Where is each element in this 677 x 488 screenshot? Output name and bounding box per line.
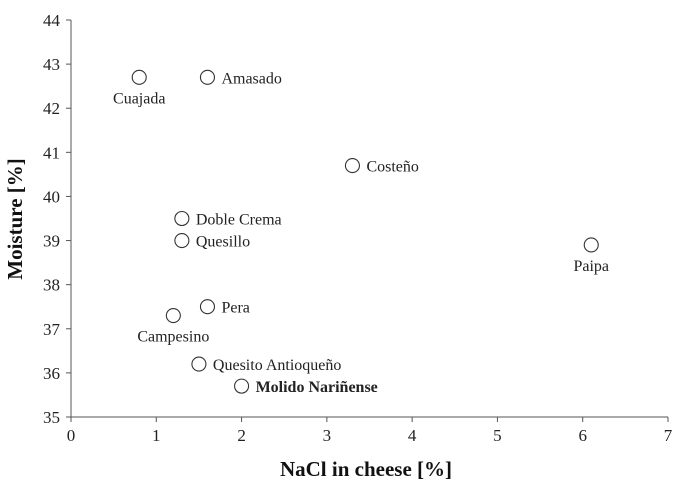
y-tick-label: 37 xyxy=(43,320,61,339)
data-point xyxy=(583,237,599,253)
x-tick-label: 1 xyxy=(152,426,161,445)
x-tick-label: 5 xyxy=(493,426,502,445)
point-label: Cuajada xyxy=(113,90,165,107)
y-ticks: 35 36 37 38 39 40 41 42 43 44 xyxy=(43,11,71,427)
x-tick-label: 7 xyxy=(664,426,673,445)
y-axis-title: Moisture [%] xyxy=(3,158,27,280)
axes xyxy=(70,20,668,418)
data-point xyxy=(199,69,216,85)
x-tick-label: 2 xyxy=(237,426,246,445)
y-tick-label: 40 xyxy=(43,187,60,206)
y-tick-label: 38 xyxy=(43,276,60,295)
y-tick-label: 39 xyxy=(43,232,60,251)
point-label: Quesito Antioqueño xyxy=(213,357,341,374)
data-point xyxy=(174,233,190,249)
x-tick-label: 0 xyxy=(67,426,76,445)
y-tick-label: 43 xyxy=(43,55,60,74)
x-tick-label: 6 xyxy=(578,426,587,445)
x-tick-label: 4 xyxy=(408,426,417,445)
data-point xyxy=(165,307,181,324)
y-tick-label: 35 xyxy=(43,408,60,427)
data-point xyxy=(344,158,360,174)
data-point xyxy=(174,210,190,227)
point-label: Quesillo xyxy=(196,234,250,251)
data-point xyxy=(191,356,207,372)
x-tick-label: 3 xyxy=(323,426,332,445)
x-axis-title: NaCl in cheese [%] xyxy=(280,457,452,481)
y-tick-label: 44 xyxy=(43,11,61,30)
data-point xyxy=(131,69,147,85)
point-label: Pera xyxy=(221,300,249,317)
y-tick-label: 36 xyxy=(43,364,60,383)
data-point xyxy=(199,299,216,315)
data-points xyxy=(131,69,599,394)
point-label: Campesino xyxy=(137,329,209,346)
point-label: Paipa xyxy=(573,258,609,275)
point-label: Molido Nariñense xyxy=(256,379,378,396)
point-label: Doble Crema xyxy=(196,212,282,229)
point-label: Costeño xyxy=(366,159,418,176)
y-tick-label: 42 xyxy=(43,99,60,118)
point-labels: Cuajada Amasado Costeño Doble Crema Quesillo… xyxy=(113,70,609,396)
y-tick-label: 41 xyxy=(43,143,60,162)
point-label: Amasado xyxy=(221,70,281,87)
data-point xyxy=(234,378,250,394)
x-ticks: 0 1 2 3 4 5 6 7 xyxy=(67,417,673,445)
